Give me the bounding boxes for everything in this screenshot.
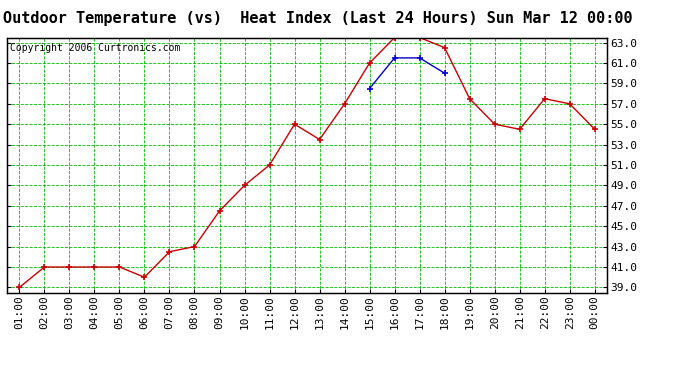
Text: Outdoor Temperature (vs)  Heat Index (Last 24 Hours) Sun Mar 12 00:00: Outdoor Temperature (vs) Heat Index (Las… [3, 11, 632, 26]
Text: Copyright 2006 Curtronics.com: Copyright 2006 Curtronics.com [10, 43, 180, 52]
